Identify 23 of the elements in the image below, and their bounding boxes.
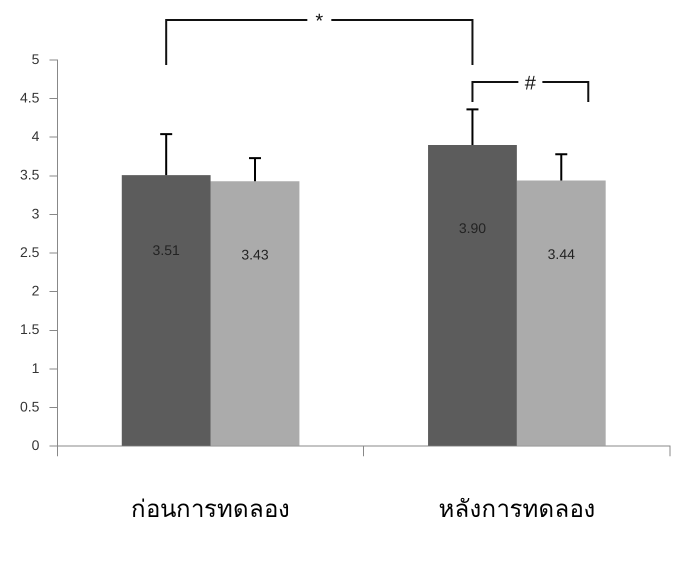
bar <box>428 144 517 446</box>
x-tick-label: ก่อนการทดลอง <box>131 494 290 523</box>
data-label: 3.43 <box>241 246 269 262</box>
data-label: 3.44 <box>548 246 576 262</box>
bar <box>516 180 606 446</box>
y-tick-label: 4 <box>32 128 40 144</box>
bar <box>210 181 300 446</box>
y-tick-label: 1.5 <box>20 321 40 338</box>
y-tick-label: 5 <box>32 50 40 67</box>
annotation: # <box>524 72 537 95</box>
y-tick-label: 0 <box>32 437 40 454</box>
y-tick-label: 2.5 <box>20 244 40 260</box>
y-tick-label: 3 <box>32 205 40 222</box>
y-tick-label: 4.5 <box>20 89 40 106</box>
x-tick-label: หลังการทดลอง <box>438 494 596 523</box>
bar <box>122 175 211 446</box>
data-label: 3.51 <box>152 242 180 258</box>
y-tick-label: 0.5 <box>20 398 40 414</box>
y-tick-label: 1 <box>32 360 40 376</box>
text: * <box>315 10 324 33</box>
y-tick-label: 2 <box>32 282 40 299</box>
data-label: 3.90 <box>458 220 486 236</box>
y-tick-label: 3.5 <box>20 166 40 183</box>
